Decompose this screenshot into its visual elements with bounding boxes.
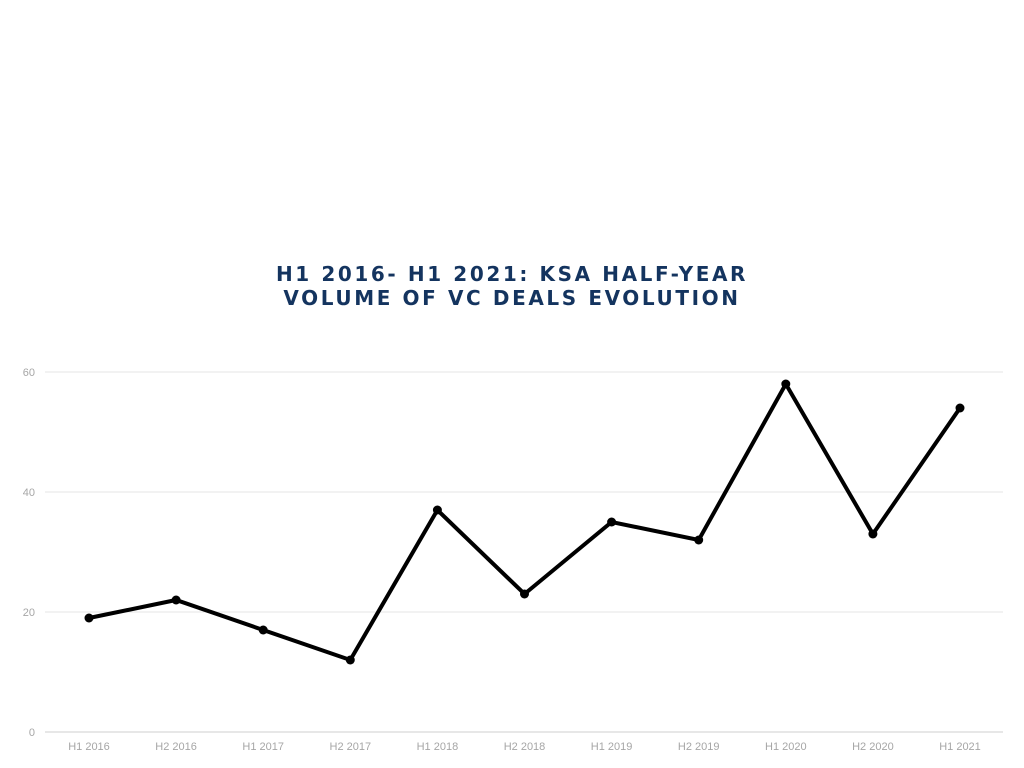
data-point [781, 379, 791, 389]
x-tick-label: H1 2017 [242, 741, 284, 753]
y-tick-label: 60 [23, 367, 35, 379]
x-tick-label: H1 2020 [765, 741, 807, 753]
data-point [432, 505, 442, 515]
data-point [171, 595, 181, 605]
gridlines [45, 371, 1003, 733]
data-point [955, 403, 965, 413]
x-tick-label: H2 2018 [504, 741, 546, 753]
data-point [694, 535, 704, 545]
x-tick-label: H1 2021 [939, 741, 981, 753]
data-point [345, 655, 355, 665]
x-tick-label: H2 2020 [852, 741, 894, 753]
y-tick-label: 0 [29, 727, 35, 739]
series-layer [84, 379, 965, 665]
chart-title-line-2: VOLUME OF VC DEALS EVOLUTION [283, 286, 741, 310]
x-tick-label: H1 2019 [591, 741, 633, 753]
x-tick-label: H2 2017 [330, 741, 372, 753]
data-point [868, 529, 878, 539]
data-point [258, 625, 268, 635]
data-point [520, 589, 529, 599]
x-tick-label: H2 2019 [678, 741, 720, 753]
chart-title-line-1: H1 2016- H1 2021: KSA HALF-YEAR [275, 262, 749, 286]
data-point [84, 613, 94, 623]
x-tick-label: H1 2016 [68, 741, 110, 753]
y-axis-ticks: 0 20 40 60 [23, 367, 35, 739]
y-tick-label: 40 [23, 487, 35, 499]
x-tick-label: H1 2018 [417, 741, 459, 753]
y-tick-label: 20 [23, 607, 35, 619]
data-point [607, 517, 617, 527]
x-tick-label: H2 2016 [155, 741, 197, 753]
series-line [87, 379, 962, 663]
chart-title: H1 2016- H1 2021: KSA HALF-YEAR VOLUME O… [0, 262, 1024, 310]
x-axis-ticks: H1 2016 H2 2016 H1 2017 H2 2017 H1 2018 H2 20… [68, 741, 981, 753]
